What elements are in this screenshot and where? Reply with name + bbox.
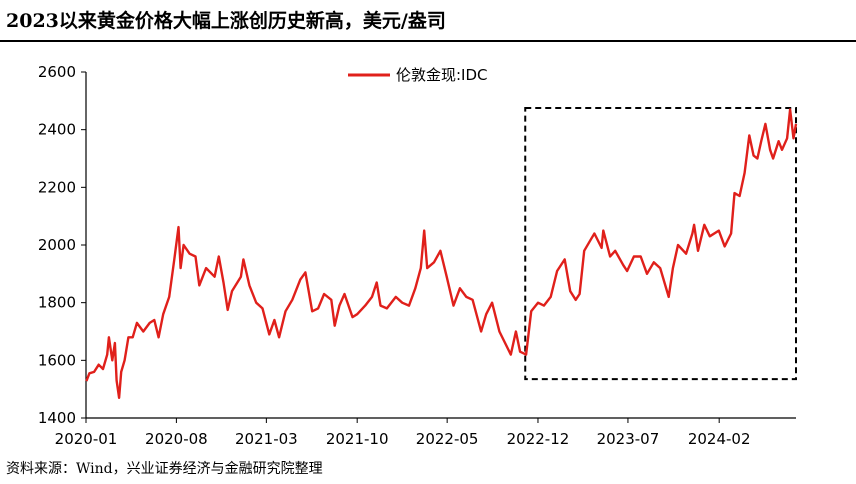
legend-label: 伦敦金现:IDC [396,66,488,84]
y-tick-label: 1600 [38,351,76,369]
y-tick-label: 2400 [38,121,76,139]
chart-title: 2023以来黄金价格大幅上涨创历史新高，美元/盎司 [6,10,446,32]
series-line-london-gold-spot [85,108,798,399]
x-tick-label: 2022-05 [416,430,479,448]
x-tick-label: 2021-03 [235,430,298,448]
x-tick-label: 2020-08 [145,430,208,448]
y-tick-label: 2000 [38,236,76,254]
x-tick-label: 2020-01 [55,430,118,448]
source-note: 资料来源：Wind，兴业证券经济与金融研究院整理 [6,461,323,477]
legend: 伦敦金现:IDC [348,66,488,84]
x-tick-label: 2024-02 [688,430,751,448]
highlight-box-2023-onward [524,107,798,381]
x-tick-label: 2022-12 [507,430,570,448]
y-tick-label: 2200 [38,178,76,196]
x-tick-label: 2021-10 [326,430,389,448]
y-axis-ticks: 1400 1600 1800 2000 2200 2400 2600 [38,63,86,427]
x-axis-ticks: 2020-01 2020-08 2021-03 2021-10 2022-05 2022-… [55,418,751,448]
title-divider [0,40,856,42]
y-tick-label: 1800 [38,294,76,312]
y-tick-label: 1400 [38,409,76,427]
y-tick-label: 2600 [38,63,76,81]
x-tick-label: 2023-07 [597,430,660,448]
